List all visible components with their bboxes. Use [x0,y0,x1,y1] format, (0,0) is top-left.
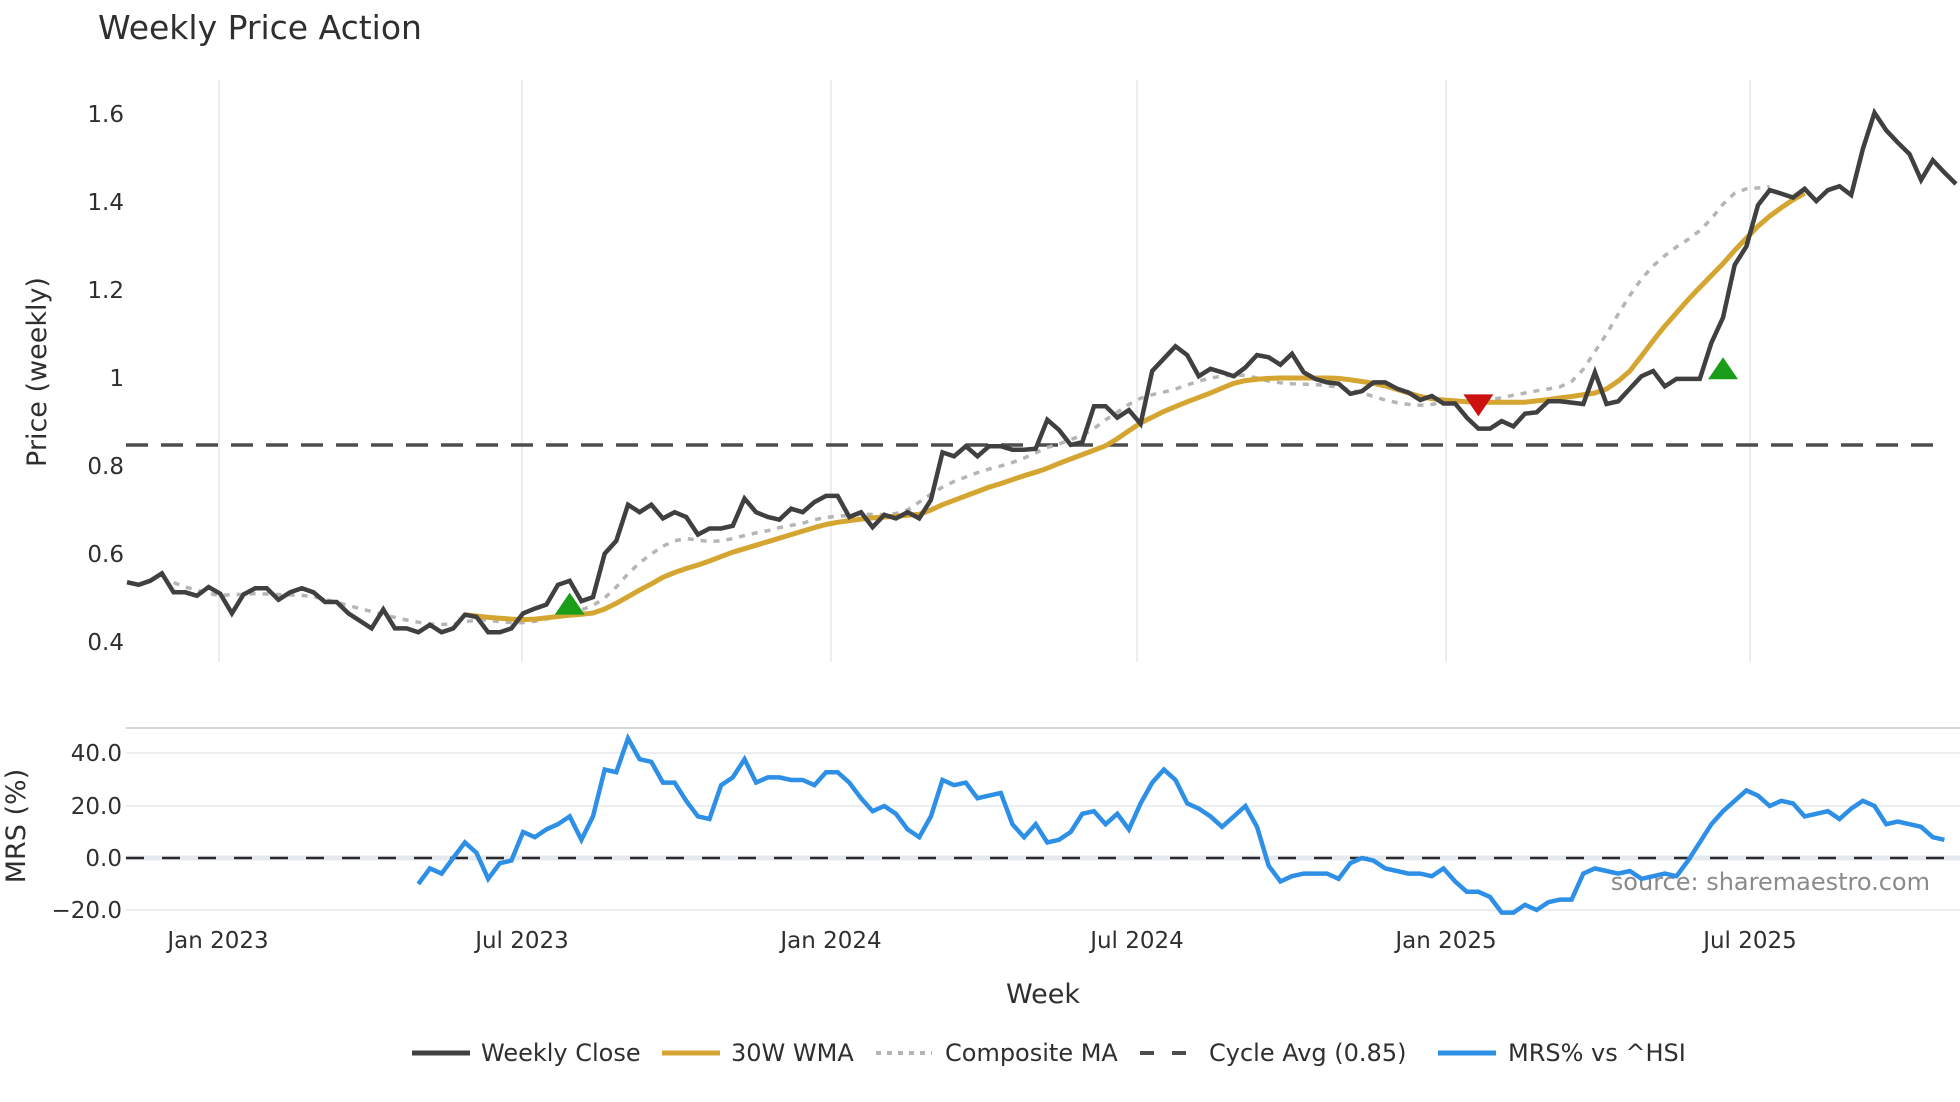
legend-label-composite-ma: Composite MA [945,1039,1118,1067]
price-vertical-gridlines [218,80,1751,662]
sell-signal-triangle-down-icon [1463,394,1494,417]
legend-item-mrs[interactable]: MRS% vs ^HSI [1438,1039,1686,1067]
x-tick-jul-2025: Jul 2025 [1701,928,1797,954]
x-tick-jul-2023: Jul 2023 [473,928,569,954]
x-tick-jul-2024: Jul 2024 [1088,928,1184,954]
legend-label-weekly-close: Weekly Close [481,1039,641,1067]
legend-label-mrs: MRS% vs ^HSI [1508,1039,1686,1067]
price-tick-0.4: 0.4 [87,630,124,656]
mrs-tick-0: 0.0 [85,846,122,872]
mrs-tick-neg20: −20.0 [52,898,122,924]
x-tick-jan-2025: Jan 2025 [1393,928,1496,954]
price-tick-0.8: 0.8 [87,454,124,480]
legend-item-weekly-close[interactable]: Weekly Close [412,1039,641,1067]
legend-item-composite-ma[interactable]: Composite MA [876,1039,1118,1067]
price-tick-0.6: 0.6 [87,542,124,568]
mrs-y-ticks: 40.0 20.0 0.0 −20.0 [52,741,122,924]
legend: Weekly Close 30W WMA Composite MA Cycle … [412,1039,1686,1067]
price-tick-1.6: 1.6 [87,102,124,128]
mrs-tick-20: 20.0 [71,794,122,820]
legend-item-cycle-avg[interactable]: Cycle Avg (0.85) [1140,1039,1406,1067]
x-tick-jan-2023: Jan 2023 [165,928,268,954]
mrs-tick-40: 40.0 [71,741,122,767]
x-axis-ticks: Jan 2023 Jul 2023 Jan 2024 Jul 2024 Jan … [165,928,1796,954]
x-axis-title: Week [1006,979,1080,1010]
legend-label-cycle-avg: Cycle Avg (0.85) [1209,1039,1406,1067]
wma-30w-line [464,191,1806,623]
price-y-axis-title: Price (weekly) [22,277,53,467]
source-watermark: source: sharemaestro.com [1611,868,1930,896]
composite-ma-line [172,184,1770,627]
price-tick-1.4: 1.4 [87,190,124,216]
price-tick-1: 1 [109,366,124,392]
signal-markers [554,357,1739,615]
buy-signal-triangle-up-icon [1708,357,1739,380]
price-y-ticks: 1.6 1.4 1.2 1 0.8 0.6 0.4 [87,102,124,656]
price-tick-1.2: 1.2 [87,278,124,304]
legend-label-30w-wma: 30W WMA [731,1039,854,1067]
mrs-line [416,732,1945,915]
mrs-y-axis-title: MRS (%) [1,769,32,884]
buy-signal-triangle-up-icon [554,592,585,615]
legend-item-30w-wma[interactable]: 30W WMA [662,1039,854,1067]
chart-title: Weekly Price Action [98,8,422,47]
x-tick-jan-2024: Jan 2024 [778,928,881,954]
weekly-close-line [126,107,1958,635]
